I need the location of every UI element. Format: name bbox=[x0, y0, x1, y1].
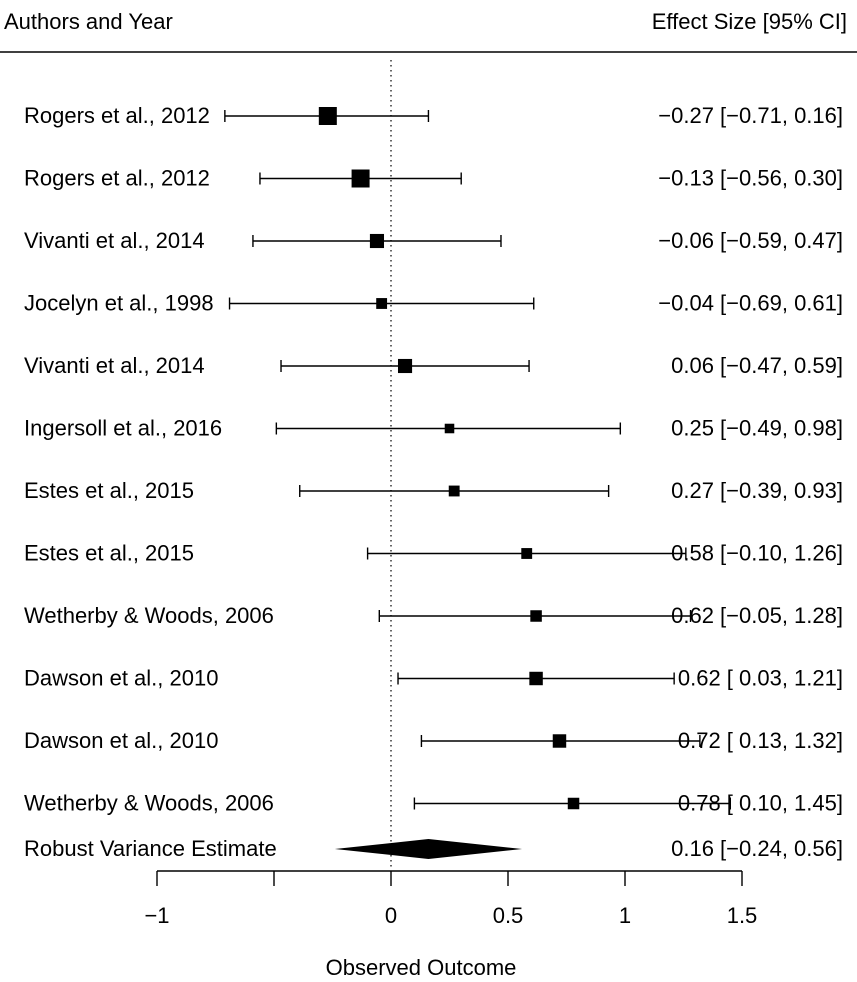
effect-size-ci-text: 0.25 [−0.49, 0.98] bbox=[671, 416, 843, 441]
effect-size-ci-text: −0.27 [−0.71, 0.16] bbox=[658, 103, 843, 128]
study-row: Estes et al., 2015 0.58 [−0.10, 1.26] bbox=[24, 541, 843, 566]
study-row: Vivanti et al., 2014 0.06 [−0.47, 0.59] bbox=[24, 353, 843, 378]
effect-size-ci-text: 0.78 [ 0.10, 1.45] bbox=[678, 791, 843, 816]
point-estimate-square bbox=[318, 107, 337, 125]
point-estimate-square bbox=[448, 485, 460, 497]
study-row: Dawson et al., 2010 0.62 [ 0.03, 1.21] bbox=[24, 666, 843, 691]
point-estimate-square bbox=[376, 298, 388, 309]
study-label: Wetherby & Woods, 2006 bbox=[24, 603, 274, 628]
summary-ci-text: 0.16 [−0.24, 0.56] bbox=[671, 836, 843, 861]
study-label: Estes et al., 2015 bbox=[24, 541, 194, 566]
study-row: Estes et al., 2015 0.27 [−0.39, 0.93] bbox=[24, 478, 843, 503]
study-row: Rogers et al., 2012 −0.13 [−0.56, 0.30] bbox=[24, 166, 843, 191]
summary-diamond bbox=[334, 839, 523, 859]
point-estimate-square bbox=[567, 797, 580, 810]
study-row: Dawson et al., 2010 0.72 [ 0.13, 1.32] bbox=[24, 728, 843, 753]
study-row: Wetherby & Woods, 2006 0.62 [−0.05, 1.28] bbox=[24, 603, 843, 628]
study-label: Dawson et al., 2010 bbox=[24, 666, 218, 691]
x-tick-label: 0.5 bbox=[493, 903, 524, 928]
study-label: Wetherby & Woods, 2006 bbox=[24, 791, 274, 816]
study-label: Rogers et al., 2012 bbox=[24, 103, 210, 128]
x-tick-label: 1.5 bbox=[727, 903, 758, 928]
study-row: Vivanti et al., 2014 −0.06 [−0.59, 0.47] bbox=[24, 228, 843, 253]
study-label: Dawson et al., 2010 bbox=[24, 728, 218, 753]
effect-size-ci-text: −0.13 [−0.56, 0.30] bbox=[658, 166, 843, 191]
study-label: Ingersoll et al., 2016 bbox=[24, 416, 222, 441]
x-axis: −1 0 0.5 1 1.5 bbox=[144, 870, 758, 928]
effect-size-ci-text: −0.06 [−0.59, 0.47] bbox=[658, 228, 843, 253]
effect-size-ci-text: 0.72 [ 0.13, 1.32] bbox=[678, 728, 843, 753]
study-row: Rogers et al., 2012 −0.27 [−0.71, 0.16] bbox=[24, 103, 843, 128]
summary-label: Robust Variance Estimate bbox=[24, 836, 277, 861]
effect-size-ci-text: 0.58 [−0.10, 1.26] bbox=[671, 541, 843, 566]
point-estimate-square bbox=[529, 671, 543, 686]
point-estimate-square bbox=[530, 610, 542, 622]
effect-size-ci-text: 0.62 [ 0.03, 1.21] bbox=[678, 666, 843, 691]
point-estimate-square bbox=[369, 233, 385, 249]
point-estimate-square bbox=[552, 734, 567, 748]
effect-size-ci-text: 0.27 [−0.39, 0.93] bbox=[671, 478, 843, 503]
study-row: Ingersoll et al., 2016 0.25 [−0.49, 0.98] bbox=[24, 416, 843, 441]
study-label: Vivanti et al., 2014 bbox=[24, 228, 205, 253]
x-tick-label: −1 bbox=[144, 903, 169, 928]
summary-row: Robust Variance Estimate 0.16 [−0.24, 0.5… bbox=[24, 836, 843, 861]
study-rows: Rogers et al., 2012 −0.27 [−0.71, 0.16]Ro… bbox=[24, 103, 843, 816]
point-estimate-square bbox=[521, 548, 533, 559]
study-row: Jocelyn et al., 1998 −0.04 [−0.69, 0.61] bbox=[24, 291, 843, 316]
effect-size-ci-text: −0.04 [−0.69, 0.61] bbox=[658, 291, 843, 316]
x-axis-label: Observed Outcome bbox=[326, 955, 517, 980]
effect-size-ci-text: 0.62 [−0.05, 1.28] bbox=[671, 603, 843, 628]
point-estimate-square bbox=[397, 358, 413, 374]
header-left-label: Authors and Year bbox=[4, 9, 173, 34]
study-label: Estes et al., 2015 bbox=[24, 478, 194, 503]
x-tick-label: 0 bbox=[385, 903, 397, 928]
x-tick-label: 1 bbox=[619, 903, 631, 928]
study-label: Rogers et al., 2012 bbox=[24, 166, 210, 191]
effect-size-ci-text: 0.06 [−0.47, 0.59] bbox=[671, 353, 843, 378]
study-row: Wetherby & Woods, 2006 0.78 [ 0.10, 1.45] bbox=[24, 791, 843, 816]
study-label: Vivanti et al., 2014 bbox=[24, 353, 205, 378]
point-estimate-square bbox=[444, 423, 455, 434]
header-right-label: Effect Size [95% CI] bbox=[652, 9, 847, 34]
point-estimate-square bbox=[351, 169, 370, 188]
study-label: Jocelyn et al., 1998 bbox=[24, 291, 214, 316]
